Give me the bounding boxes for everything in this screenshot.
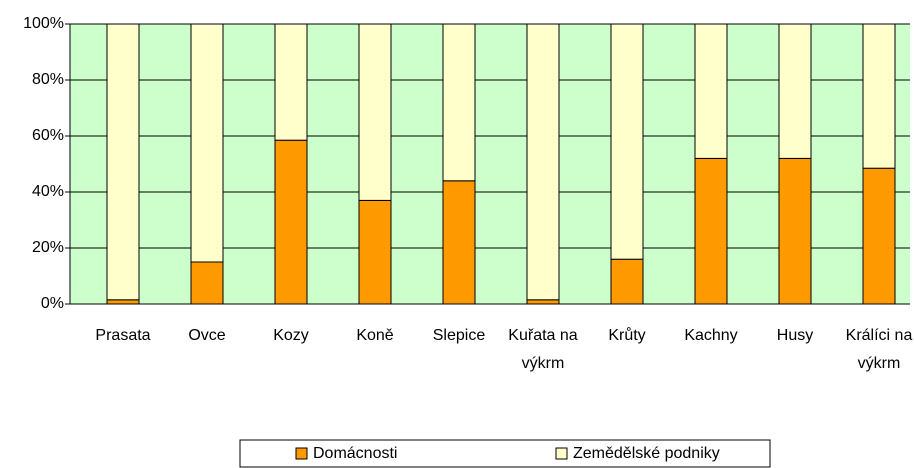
bar-segment bbox=[526, 23, 560, 301]
x-tick-label: Prasata bbox=[95, 327, 151, 344]
bar-segment bbox=[190, 23, 224, 263]
legend-label: Domácnosti bbox=[313, 445, 397, 462]
legend-box bbox=[239, 439, 771, 468]
bar-segment bbox=[106, 299, 140, 305]
y-tick-label: 60% bbox=[32, 127, 64, 144]
bar-segment bbox=[358, 199, 392, 305]
legend-swatch bbox=[295, 447, 308, 460]
x-tick-label: Koně bbox=[356, 327, 394, 344]
y-tick-label: 20% bbox=[32, 239, 64, 256]
y-tick-label: 80% bbox=[32, 71, 64, 88]
bar-segment bbox=[274, 23, 308, 141]
bar-segment bbox=[610, 258, 644, 305]
bar-segment bbox=[778, 23, 812, 159]
bar-segment bbox=[190, 261, 224, 305]
x-tick-label: Krůty bbox=[608, 327, 646, 344]
bar-segment bbox=[106, 23, 140, 301]
bar-segment bbox=[862, 167, 896, 305]
bar-segment bbox=[862, 23, 896, 169]
legend-swatch bbox=[555, 447, 568, 460]
bar-segment bbox=[442, 23, 476, 182]
x-tick-label: Husy bbox=[776, 327, 814, 344]
bar-segment bbox=[442, 180, 476, 305]
x-tick-label: Kozy bbox=[273, 327, 309, 344]
x-tick-label: Kachny bbox=[684, 327, 738, 344]
bar-segment bbox=[610, 23, 644, 260]
bar-segment bbox=[694, 157, 728, 305]
legend-label: Zemědělské podniky bbox=[573, 445, 720, 462]
x-tick-label: Slepice bbox=[432, 327, 486, 344]
x-tick-label: Ovce bbox=[188, 327, 226, 344]
y-tick-label: 100% bbox=[23, 15, 64, 32]
bar-segment bbox=[778, 157, 812, 305]
bar-segment bbox=[274, 139, 308, 305]
bar-segment bbox=[526, 299, 560, 305]
bar-segment bbox=[694, 23, 728, 159]
y-tick-label: 40% bbox=[32, 183, 64, 200]
x-tick-label: Králíci na výkrm bbox=[845, 327, 913, 372]
y-tick-label: 0% bbox=[41, 295, 64, 312]
bar-segment bbox=[358, 23, 392, 201]
x-tick-label: Kuřata na výkrm bbox=[508, 327, 578, 372]
